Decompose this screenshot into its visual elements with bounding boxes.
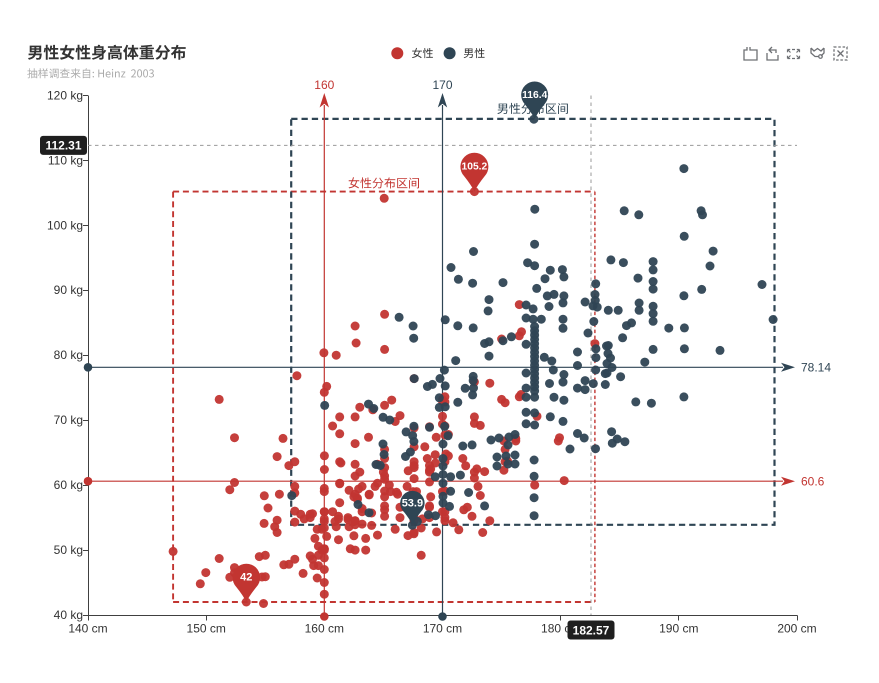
svg-text:116.4: 116.4 [522,90,547,101]
svg-text:160 cm: 160 cm [305,622,344,636]
svg-text:150 cm: 150 cm [187,622,226,636]
svg-text:170: 170 [432,78,452,92]
svg-text:60.6: 60.6 [801,475,825,489]
svg-text:50 kg: 50 kg [54,543,83,557]
svg-text:140 cm: 140 cm [68,622,107,636]
svg-text:100 kg: 100 kg [47,218,83,232]
svg-text:105.2: 105.2 [462,162,488,173]
svg-text:53.9: 53.9 [402,497,423,509]
svg-text:78.14: 78.14 [801,361,831,375]
svg-text:200 cm: 200 cm [777,622,816,636]
svg-text:70 kg: 70 kg [54,413,83,427]
svg-text:90 kg: 90 kg [54,283,83,297]
svg-text:112.31: 112.31 [45,139,81,153]
svg-text:170 cm: 170 cm [423,622,462,636]
svg-text:42: 42 [240,572,252,584]
svg-text:160: 160 [314,78,334,92]
svg-text:80 kg: 80 kg [54,348,83,362]
svg-text:60 kg: 60 kg [54,478,83,492]
svg-text:120 kg: 120 kg [47,88,83,102]
svg-text:110 kg: 110 kg [48,153,83,167]
svg-text:190 cm: 190 cm [659,622,698,636]
svg-text:182.57: 182.57 [573,623,610,637]
svg-text:40 kg: 40 kg [54,608,83,622]
